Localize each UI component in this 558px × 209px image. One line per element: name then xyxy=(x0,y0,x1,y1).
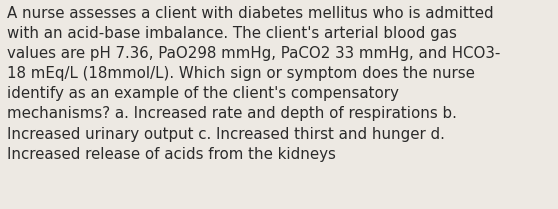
Text: A nurse assesses a client with diabetes mellitus who is admitted
with an acid-ba: A nurse assesses a client with diabetes … xyxy=(7,6,501,162)
